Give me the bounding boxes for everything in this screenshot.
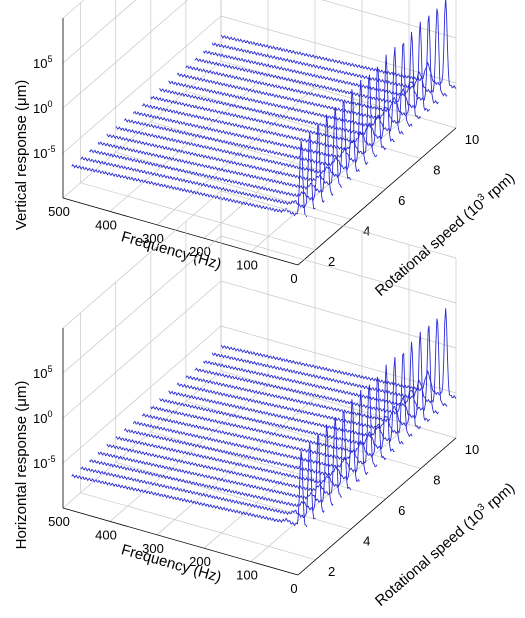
series-line (150, 376, 387, 461)
series-line (106, 416, 343, 498)
series-line (211, 8, 448, 97)
series-line (115, 410, 352, 491)
x-tick-label: 200 (189, 244, 211, 259)
y-tick-label: 2 (328, 254, 335, 269)
series-line (211, 318, 448, 407)
series-line (176, 352, 413, 438)
series-line (80, 442, 316, 520)
series-line (176, 42, 413, 128)
y-tick-label: 6 (398, 503, 405, 518)
series-line (124, 399, 360, 482)
series-line (141, 384, 378, 468)
series-line (185, 341, 422, 430)
z-tick-label: 100 (33, 99, 52, 116)
series-line (124, 89, 360, 172)
series-line (71, 140, 308, 218)
y-tick-label: 6 (398, 193, 405, 208)
x-tick-label: 300 (142, 541, 164, 556)
z-tick-label: 10-5 (33, 454, 55, 471)
series-line (97, 424, 334, 507)
tick-labels: 0 100 200 300 400 500 2 4 6 8 10 10-5 100 105 (33, 364, 479, 596)
axes-frame (62, 328, 457, 576)
y-tick-label: 4 (363, 223, 370, 238)
x-tick-label: 500 (48, 204, 70, 219)
series-line (194, 331, 431, 422)
series-line (220, 0, 457, 90)
series-line (71, 450, 308, 528)
x-tick-label: 0 (290, 581, 297, 596)
series-line (115, 100, 352, 181)
x-tick-label: 400 (95, 217, 117, 232)
series-line (203, 325, 439, 415)
series-line (150, 66, 387, 151)
x-tick-label: 200 (189, 554, 211, 569)
x-tick-label: 300 (142, 231, 164, 246)
y-tick-label: 8 (433, 472, 440, 487)
series-line (106, 106, 343, 188)
series-line (194, 21, 431, 112)
z-tick-label: 105 (33, 364, 52, 381)
grid (62, 0, 457, 266)
z-tick-label: 10-5 (33, 144, 55, 161)
axes-frame (62, 18, 457, 266)
x-tick-label: 100 (236, 258, 258, 273)
series-line (185, 31, 422, 120)
series-line (203, 15, 439, 105)
series-line (97, 114, 334, 197)
x-tick-label: 0 (290, 271, 297, 286)
y-axis-label: Rotational speed (103 rpm) (371, 479, 518, 610)
waterfall-panel-vertical: 010020030040050024681010-5100105Frequenc… (13, 0, 518, 300)
series-line (89, 124, 325, 203)
series-line (89, 434, 325, 513)
x-tick-label: 500 (48, 514, 70, 529)
series-line (168, 356, 404, 445)
y-tick-label: 10 (465, 132, 479, 147)
y-tick-label: 2 (328, 564, 335, 579)
waterfall-lines (71, 308, 457, 528)
series-line (80, 132, 316, 210)
z-tick-label: 100 (33, 409, 52, 426)
series-line (141, 74, 378, 158)
series-line (159, 364, 395, 452)
y-tick-label: 10 (465, 442, 479, 457)
y-axis-label: Rotational speed (103 rpm) (371, 169, 518, 300)
waterfall-panel-horizontal: 010020030040050024681010-5100105Frequenc… (13, 190, 518, 610)
y-tick-label: 4 (363, 533, 370, 548)
series-line (132, 389, 369, 476)
z-axis-label: Vertical response (μm) (13, 80, 30, 230)
series-line (159, 54, 395, 142)
series-line (168, 46, 404, 135)
tick-labels: 0 100 200 300 400 500 2 4 6 8 10 10-5 100 105 (33, 54, 479, 286)
x-tick-label: 100 (236, 568, 258, 583)
z-axis-label: Horizontal response (μm) (13, 381, 30, 550)
y-tick-label: 8 (433, 162, 440, 177)
waterfall-lines (71, 0, 457, 218)
series-line (220, 308, 457, 400)
series-line (132, 79, 369, 166)
z-tick-label: 105 (33, 54, 52, 71)
x-tick-label: 400 (95, 527, 117, 542)
